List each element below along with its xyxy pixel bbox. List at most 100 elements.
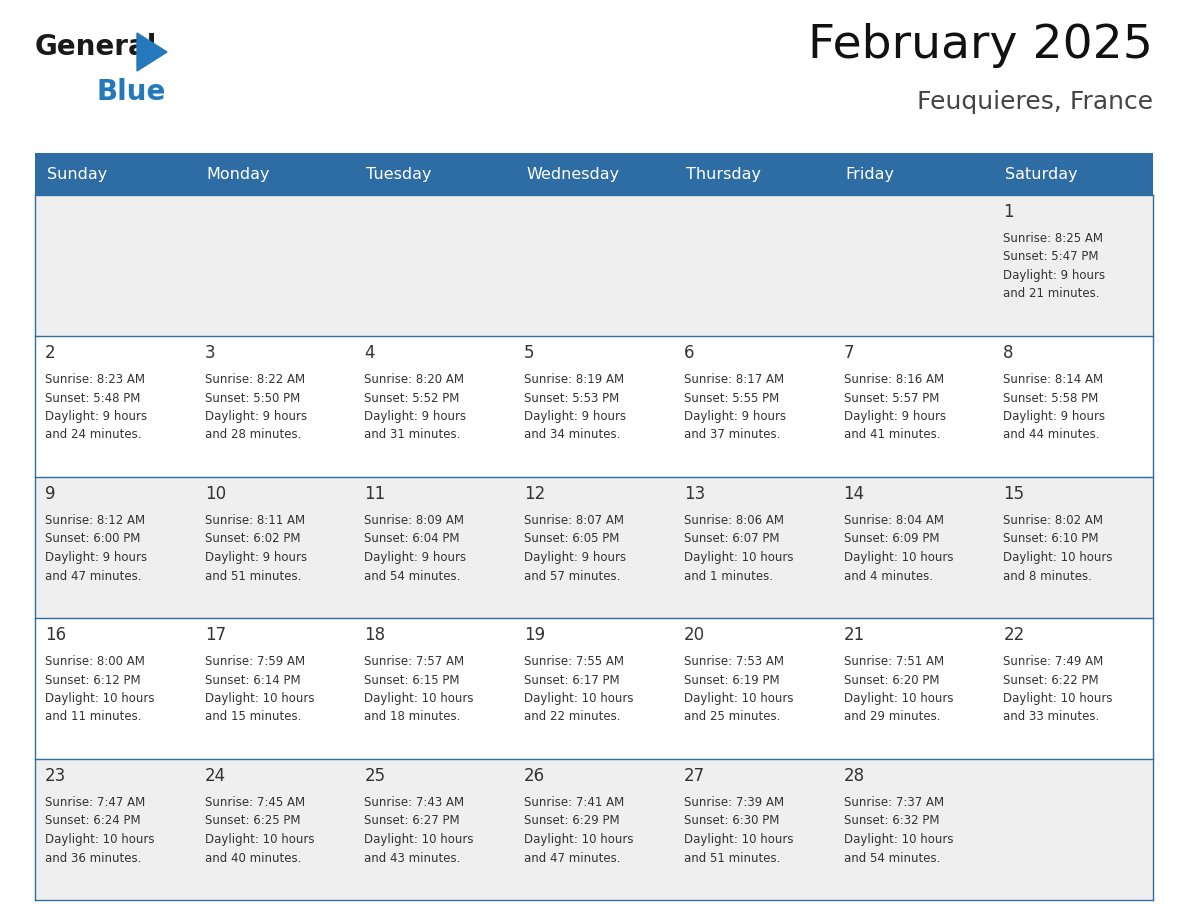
Text: Sunset: 6:29 PM: Sunset: 6:29 PM (524, 814, 620, 827)
Text: Sunset: 6:15 PM: Sunset: 6:15 PM (365, 674, 460, 687)
Text: Daylight: 10 hours: Daylight: 10 hours (684, 692, 794, 705)
Text: and 22 minutes.: and 22 minutes. (524, 711, 620, 723)
Text: Sunset: 6:14 PM: Sunset: 6:14 PM (204, 674, 301, 687)
Text: Sunrise: 7:37 AM: Sunrise: 7:37 AM (843, 796, 943, 809)
Text: Daylight: 10 hours: Daylight: 10 hours (684, 833, 794, 846)
Text: Sunrise: 8:12 AM: Sunrise: 8:12 AM (45, 514, 145, 527)
Text: Daylight: 9 hours: Daylight: 9 hours (45, 551, 147, 564)
Text: and 15 minutes.: and 15 minutes. (204, 711, 301, 723)
Text: Sunset: 5:53 PM: Sunset: 5:53 PM (524, 391, 619, 405)
Text: and 29 minutes.: and 29 minutes. (843, 711, 940, 723)
Text: Sunrise: 8:07 AM: Sunrise: 8:07 AM (524, 514, 624, 527)
Text: Sunrise: 8:06 AM: Sunrise: 8:06 AM (684, 514, 784, 527)
Text: Sunset: 5:58 PM: Sunset: 5:58 PM (1004, 391, 1099, 405)
Text: and 54 minutes.: and 54 minutes. (365, 569, 461, 583)
Text: Daylight: 10 hours: Daylight: 10 hours (365, 692, 474, 705)
Text: and 51 minutes.: and 51 minutes. (204, 569, 301, 583)
Text: Daylight: 9 hours: Daylight: 9 hours (45, 410, 147, 423)
Text: and 54 minutes.: and 54 minutes. (843, 852, 940, 865)
Text: Sunrise: 8:22 AM: Sunrise: 8:22 AM (204, 373, 305, 386)
Text: 21: 21 (843, 626, 865, 644)
Text: Sunrise: 7:41 AM: Sunrise: 7:41 AM (524, 796, 625, 809)
Text: and 51 minutes.: and 51 minutes. (684, 852, 781, 865)
Text: Sunset: 6:17 PM: Sunset: 6:17 PM (524, 674, 620, 687)
Text: Sunset: 6:12 PM: Sunset: 6:12 PM (45, 674, 140, 687)
Text: 4: 4 (365, 344, 375, 362)
Text: Sunset: 5:55 PM: Sunset: 5:55 PM (684, 391, 779, 405)
Text: Sunrise: 8:25 AM: Sunrise: 8:25 AM (1004, 232, 1104, 245)
Text: Sunset: 5:50 PM: Sunset: 5:50 PM (204, 391, 299, 405)
Bar (34, 195, 1154, 336)
Text: Tuesday: Tuesday (366, 166, 432, 182)
Text: 5: 5 (524, 344, 535, 362)
Bar (34, 153, 1154, 195)
Text: Sunrise: 8:11 AM: Sunrise: 8:11 AM (204, 514, 305, 527)
Text: 3: 3 (204, 344, 215, 362)
Text: Sunset: 6:02 PM: Sunset: 6:02 PM (204, 532, 301, 545)
Text: Daylight: 9 hours: Daylight: 9 hours (1004, 269, 1105, 282)
Text: Feuquieres, France: Feuquieres, France (917, 90, 1154, 114)
Text: Sunset: 6:09 PM: Sunset: 6:09 PM (843, 532, 939, 545)
Text: Daylight: 9 hours: Daylight: 9 hours (1004, 410, 1105, 423)
Text: 22: 22 (1004, 626, 1024, 644)
Text: Sunday: Sunday (48, 166, 107, 182)
Text: Wednesday: Wednesday (526, 166, 619, 182)
Text: 28: 28 (843, 767, 865, 785)
Text: 24: 24 (204, 767, 226, 785)
Text: Sunset: 6:05 PM: Sunset: 6:05 PM (524, 532, 619, 545)
Text: Sunrise: 7:59 AM: Sunrise: 7:59 AM (204, 655, 305, 668)
Text: Blue: Blue (97, 78, 166, 106)
Text: 10: 10 (204, 485, 226, 503)
Text: Sunset: 6:20 PM: Sunset: 6:20 PM (843, 674, 939, 687)
Text: General: General (34, 33, 157, 61)
Text: Sunrise: 7:57 AM: Sunrise: 7:57 AM (365, 655, 465, 668)
Text: Sunset: 6:24 PM: Sunset: 6:24 PM (45, 814, 140, 827)
Text: Sunrise: 8:02 AM: Sunrise: 8:02 AM (1004, 514, 1104, 527)
Text: and 24 minutes.: and 24 minutes. (45, 429, 141, 442)
Text: Sunrise: 8:20 AM: Sunrise: 8:20 AM (365, 373, 465, 386)
Text: 14: 14 (843, 485, 865, 503)
Text: Sunset: 5:47 PM: Sunset: 5:47 PM (1004, 251, 1099, 263)
Text: Daylight: 9 hours: Daylight: 9 hours (843, 410, 946, 423)
Text: Saturday: Saturday (1005, 166, 1078, 182)
Text: Sunrise: 7:45 AM: Sunrise: 7:45 AM (204, 796, 305, 809)
Text: and 8 minutes.: and 8 minutes. (1004, 569, 1092, 583)
Text: Daylight: 10 hours: Daylight: 10 hours (45, 833, 154, 846)
Text: Daylight: 9 hours: Daylight: 9 hours (365, 551, 467, 564)
Text: Daylight: 9 hours: Daylight: 9 hours (524, 410, 626, 423)
Text: and 37 minutes.: and 37 minutes. (684, 429, 781, 442)
Bar (34, 759, 1154, 900)
Text: Sunrise: 7:53 AM: Sunrise: 7:53 AM (684, 655, 784, 668)
Text: and 36 minutes.: and 36 minutes. (45, 852, 141, 865)
Text: Friday: Friday (846, 166, 895, 182)
Text: Daylight: 10 hours: Daylight: 10 hours (843, 833, 953, 846)
Text: Sunset: 6:00 PM: Sunset: 6:00 PM (45, 532, 140, 545)
Text: 12: 12 (524, 485, 545, 503)
Text: Thursday: Thursday (685, 166, 760, 182)
Text: 13: 13 (684, 485, 706, 503)
Text: Sunset: 5:57 PM: Sunset: 5:57 PM (843, 391, 939, 405)
Text: Sunrise: 8:23 AM: Sunrise: 8:23 AM (45, 373, 145, 386)
Text: Sunrise: 8:17 AM: Sunrise: 8:17 AM (684, 373, 784, 386)
Text: and 31 minutes.: and 31 minutes. (365, 429, 461, 442)
Text: and 44 minutes.: and 44 minutes. (1004, 429, 1100, 442)
Text: Daylight: 10 hours: Daylight: 10 hours (45, 692, 154, 705)
Text: 1: 1 (1004, 203, 1013, 221)
Polygon shape (137, 33, 168, 71)
Text: 19: 19 (524, 626, 545, 644)
Text: Sunset: 6:27 PM: Sunset: 6:27 PM (365, 814, 460, 827)
Text: and 18 minutes.: and 18 minutes. (365, 711, 461, 723)
Text: Daylight: 10 hours: Daylight: 10 hours (204, 692, 314, 705)
Text: February 2025: February 2025 (808, 23, 1154, 68)
Text: and 43 minutes.: and 43 minutes. (365, 852, 461, 865)
Text: Sunrise: 8:00 AM: Sunrise: 8:00 AM (45, 655, 145, 668)
Text: Sunset: 5:52 PM: Sunset: 5:52 PM (365, 391, 460, 405)
Text: Daylight: 9 hours: Daylight: 9 hours (204, 551, 307, 564)
Text: Sunset: 6:22 PM: Sunset: 6:22 PM (1004, 674, 1099, 687)
Bar (34, 618, 1154, 759)
Text: Sunset: 6:32 PM: Sunset: 6:32 PM (843, 814, 939, 827)
Text: and 41 minutes.: and 41 minutes. (843, 429, 940, 442)
Text: and 47 minutes.: and 47 minutes. (524, 852, 620, 865)
Text: Sunrise: 8:09 AM: Sunrise: 8:09 AM (365, 514, 465, 527)
Text: Daylight: 9 hours: Daylight: 9 hours (365, 410, 467, 423)
